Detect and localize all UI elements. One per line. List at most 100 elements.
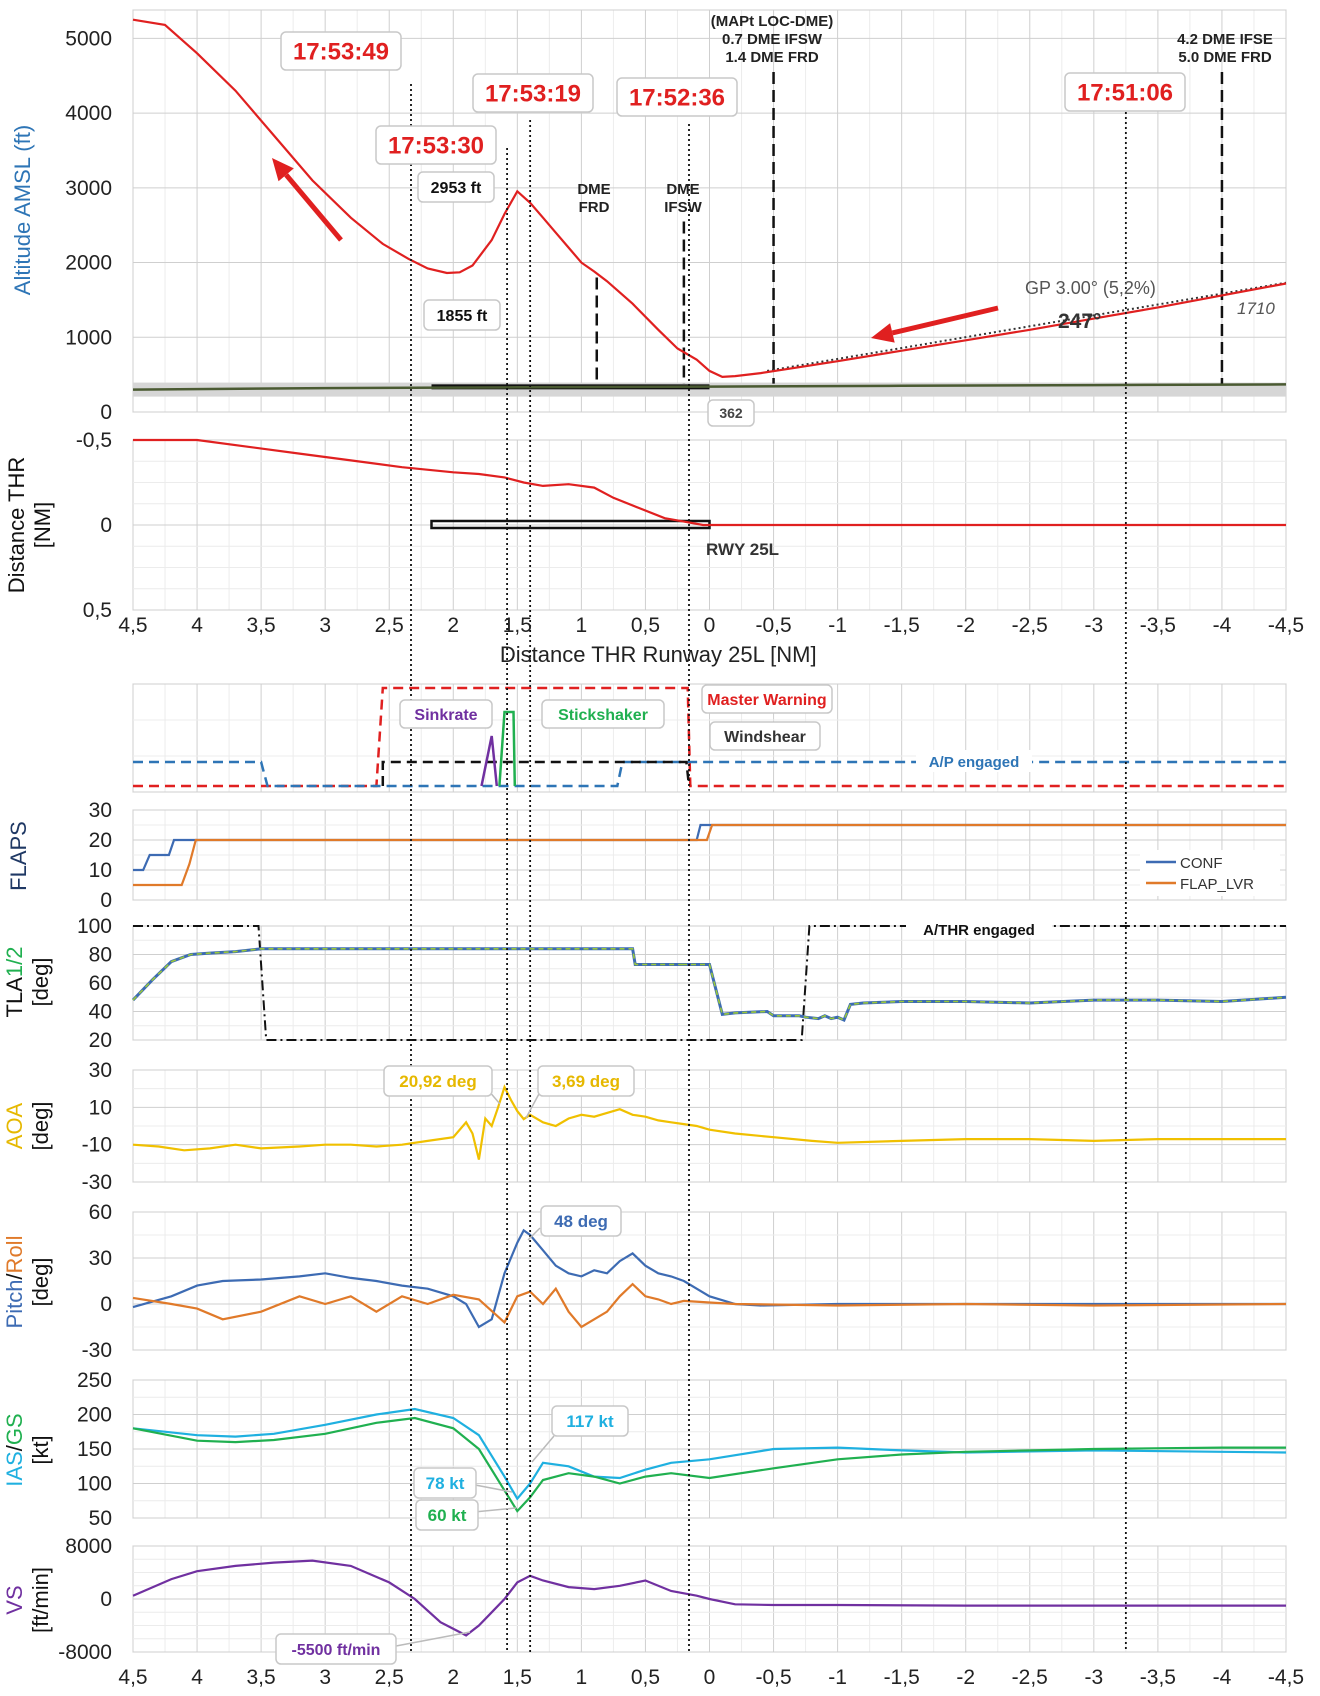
x-tick-top: -1,5: [884, 614, 920, 637]
time-callout-1: 17:53:19: [472, 73, 594, 113]
vs-y-tick: -8000: [58, 1641, 112, 1664]
time-callout-4-box: [1064, 72, 1186, 112]
time-callout-1-text: 17:53:19: [485, 81, 581, 108]
axis-ticks: 0 1000 2000 3000 4000 5000 Altitude AMSL (ft) -…: [2, 27, 1304, 1689]
runway-elevation-label: 362: [707, 399, 755, 427]
aoa-leader-2: [525, 1091, 541, 1119]
windshear-line: [381, 760, 691, 787]
stickshaker-label: Stickshaker: [541, 699, 665, 729]
dme-frd-label: FRD: [579, 199, 610, 216]
pitch-roll-ylabel: Pitch/Roll: [2, 1236, 27, 1329]
aoa-ylabel: AOA: [2, 1102, 27, 1149]
lateral-y-tick: 0,5: [83, 599, 112, 622]
athr-label: A/THR engaged: [906, 920, 1052, 939]
speed-y-tick: 50: [89, 1507, 112, 1530]
lateral-track-line: [133, 438, 1286, 527]
peak-altitude-label: 2953 ft: [417, 171, 495, 203]
altitude-y-tick: 1000: [65, 326, 112, 349]
aoa-y-tick: -10: [82, 1134, 112, 1157]
ap-engaged-label: A/P engaged: [916, 750, 1032, 772]
glide-path-label: GP 3.00° (5,2%): [1025, 278, 1156, 298]
lateral-ylabel: Distance THR[NM]: [4, 457, 55, 594]
dme-ifsw-label: DME: [666, 181, 699, 198]
x-tick-bottom: -4,5: [1268, 1666, 1304, 1689]
pitch-leader: [527, 1227, 541, 1241]
vs-min-label-text: -5500 ft/min: [292, 1642, 381, 1659]
x-tick-top: 4,5: [118, 614, 147, 637]
flaps-y-tick: 30: [89, 799, 112, 822]
aoa-max-label: 20,92 deg: [383, 1065, 493, 1097]
x-tick-top: 0,5: [631, 614, 660, 637]
gs-min-label-text: 60 kt: [428, 1506, 467, 1525]
vs-leader: [395, 1631, 471, 1647]
x-tick-bottom: 3: [319, 1666, 331, 1689]
aoa-ylabel-unit: [deg]: [28, 1102, 53, 1151]
flaps-ylabel: FLAPS: [6, 821, 31, 891]
athr-label-bg: [906, 920, 1052, 938]
tla-y-tick: 20: [89, 1029, 112, 1052]
aoa-y-tick: -30: [82, 1171, 112, 1194]
lateral-y-tick: 0: [100, 514, 112, 537]
ias-min-label-text: 78 kt: [426, 1474, 465, 1493]
x-tick-top: -3,5: [1140, 614, 1176, 637]
x-tick-top: -1: [828, 614, 847, 637]
x-tick-bottom: 2: [447, 1666, 459, 1689]
x-tick-top: -2,5: [1012, 614, 1048, 637]
aoa-y-tick: 10: [89, 1096, 112, 1119]
altitude-y-tick: 3000: [65, 177, 112, 200]
altitude-line: [132, 18, 1287, 379]
windshear-label: Windshear: [709, 721, 821, 751]
x-tick-bottom: -1,5: [884, 1666, 920, 1689]
approach-arrow-head: [871, 323, 895, 343]
windshear-label-box: [709, 721, 821, 751]
trough-altitude-label: 1855 ft: [423, 299, 501, 331]
legend-entry-CONF: CONF: [1180, 855, 1223, 872]
runway-elevation-label-text: 362: [719, 405, 743, 421]
vs-y-tick: 8000: [65, 1535, 112, 1558]
x-tick-top: -2: [956, 614, 975, 637]
legend-entry-FLAP_LVR: FLAP_LVR: [1180, 876, 1254, 893]
aoa-max-label-box: [383, 1065, 493, 1097]
tla-ylabel-unit: [deg]: [28, 958, 53, 1007]
x-tick-bottom: 4,5: [118, 1666, 147, 1689]
sinkrate-label-text: Sinkrate: [414, 707, 477, 724]
time-callout-4-text: 17:51:06: [1077, 80, 1173, 107]
speed-y-tick: 250: [77, 1369, 112, 1392]
climb-arrow-shaft: [284, 173, 343, 242]
pitch-roll-y-tick: 30: [89, 1247, 112, 1270]
aoa-min-label-text: 3,69 deg: [552, 1072, 620, 1091]
trough-altitude-label-box: [423, 299, 501, 331]
flaps-line-CONF: [133, 823, 1286, 872]
speed-y-tick: 150: [77, 1438, 112, 1461]
vs-ylabel-unit: [ft/min]: [28, 1567, 53, 1633]
aoa-grid: [132, 1069, 1287, 1183]
x-tick-top: 3,5: [247, 614, 276, 637]
altitude-y-tick: 4000: [65, 102, 112, 125]
trough-altitude-label-text: 1855 ft: [437, 308, 488, 325]
altitude-ylabel: Altitude AMSL (ft): [10, 125, 35, 295]
approach-arrow: [871, 305, 999, 343]
altitude-y-tick: 5000: [65, 27, 112, 50]
master-warning-label-text: Master Warning: [707, 692, 826, 709]
x-tick-bottom: 0,5: [631, 1666, 660, 1689]
vs-ylabel: VS: [2, 1585, 27, 1614]
time-callout-2-text: 17:52:36: [629, 85, 725, 112]
time-callout-1-box: [472, 73, 594, 113]
series-roll: [132, 1282, 1287, 1329]
speed-ylabel-unit: [kt]: [28, 1435, 53, 1464]
time-callout-3: 17:53:30: [375, 125, 497, 165]
aoa-y-tick: 30: [89, 1059, 112, 1082]
altitude-y-tick: 2000: [65, 252, 112, 275]
x-tick-bottom: -4: [1213, 1666, 1232, 1689]
x-tick-top: -4: [1213, 614, 1232, 637]
time-reference-lines: [410, 84, 1127, 1652]
time-callout-0-text: 17:53:49: [293, 39, 389, 66]
ifse-label: 4.2 DME IFSE: [1177, 31, 1273, 48]
master-warning-label: Master Warning: [701, 684, 833, 714]
x-tick-bottom: -3: [1084, 1666, 1103, 1689]
ias-leader-2: [469, 1483, 513, 1493]
x-tick-top: 2,5: [375, 614, 404, 637]
x-tick-bottom: 1: [576, 1666, 588, 1689]
runway-label: RWY 25L: [706, 540, 779, 559]
